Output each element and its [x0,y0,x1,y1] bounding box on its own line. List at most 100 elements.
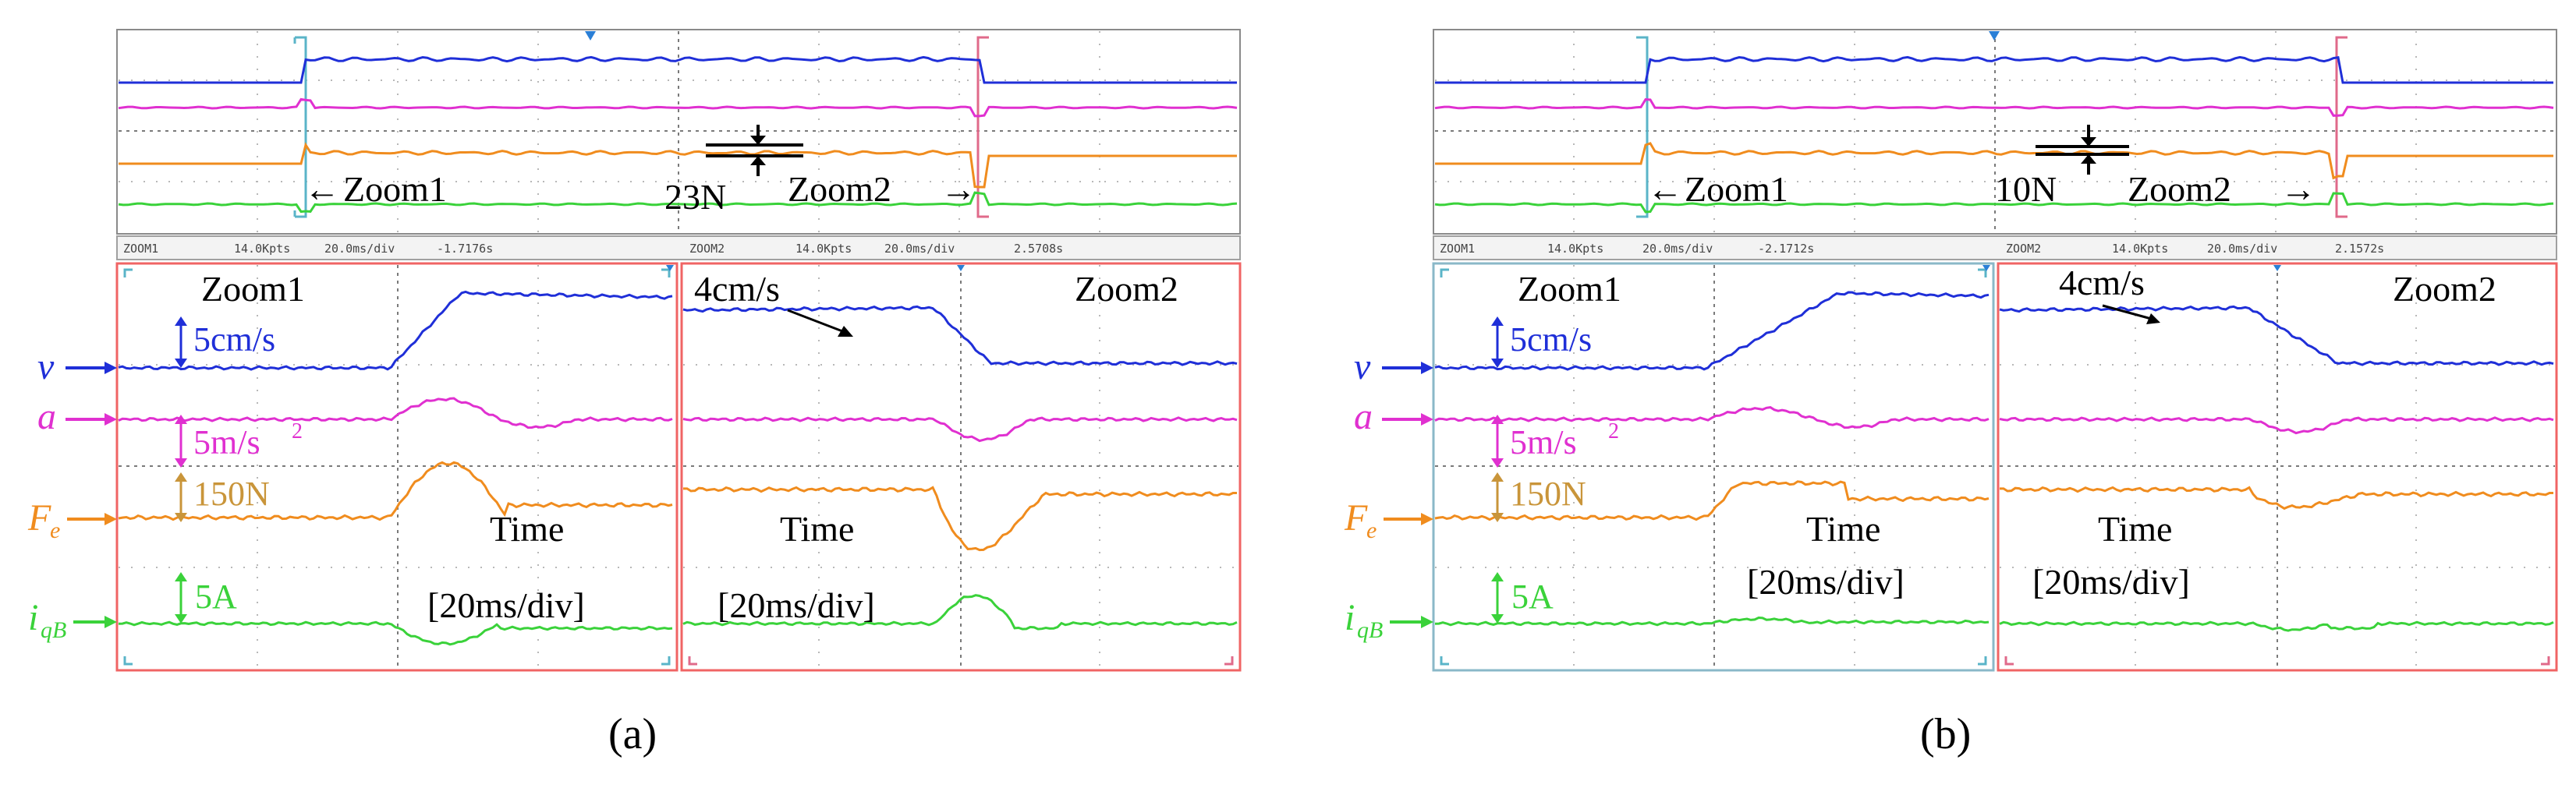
ripple-value: 23N [664,177,726,217]
zoom2-trace-a [682,416,1238,443]
zoom1-header-time: -2.1712s [1758,242,1814,256]
speed-arrow-line [787,309,849,335]
zoom1-title: Zoom1 [1518,269,1621,309]
zoom1-trace-v [1434,291,1990,371]
overview-zoom1-arrow: ← [1647,169,1683,209]
scale-F: 150N [1510,475,1586,513]
ripple-arrow-top [750,136,766,145]
zoom2-trace-v [1999,305,2554,366]
overview-trace-v [1435,55,2553,84]
zoom2-bracket [976,36,989,218]
overview-zoom2-arrow: → [941,169,976,209]
overview-trace-a [118,97,1238,118]
overview-trace-F [119,142,1237,189]
zoom1-header-time: -1.7176s [437,242,493,256]
overview-a: ← Zoom1 23N Zoom2 → [116,29,1241,235]
zoom2-header-name: ZOOM2 [689,242,725,256]
overview-trace-i [118,191,1238,214]
channel-labels-a: v a F e i qB [27,346,117,643]
channel-label-i: i [28,597,38,638]
overview-trace-i [1434,192,2554,214]
zoom1-trace-F [1434,480,1990,521]
scale-v: 5cm/s [193,320,275,359]
overview-trace-a [1434,98,2554,117]
channel-label-F-sub: e [1366,518,1377,543]
zoom2-box-b: 4cm/s Zoom2 Time [20ms/div] [1997,262,2558,672]
zoom2-header-div: 20.0ms/div [884,242,955,256]
overview-trace-F [1435,142,2553,180]
zoom2-header-name: ZOOM2 [2006,242,2041,256]
zoom1-header-div: 20.0ms/div [324,242,395,256]
channel-label-i-sub: qB [41,617,66,643]
overview-trace-v [119,55,1237,84]
zoom2-header-div: 20.0ms/div [2207,242,2277,256]
zoom2-header-pts: 14.0Kpts [2112,242,2168,256]
zoom-header-b: ZOOM1 14.0Kpts 20.0ms/div -2.1712s ZOOM2… [1433,235,2557,260]
ripple-value: 10N [1995,169,2057,209]
channel-label-a: a [37,396,56,437]
zoom1-header-div: 20.0ms/div [1642,242,1713,256]
zoom1-header-name: ZOOM1 [123,242,158,256]
zoom1-time-line2: [20ms/div] [427,585,585,625]
scale-v: 5cm/s [1510,320,1592,359]
zoom1-trace-F [118,461,673,521]
zoom2-header-time: 2.5708s [1014,242,1063,256]
scale-a-exp: 2 [292,419,303,443]
channel-label-v: v [37,346,55,387]
zoom1-time-line1: Time [1806,509,1880,549]
ripple-arrow-bottom [750,156,766,165]
panel-b: ← Zoom1 10N Zoom2 → ZOOM1 14.0Kpts 20.0m… [1344,29,2558,758]
channel-labels-b: v a F e i qB [1344,346,1433,643]
zoom1-box-b: Zoom1 Time [20ms/div] [1432,262,1995,672]
overview-zoom2-arrow: → [2280,169,2316,209]
zoom2-box-a: 4cm/s Zoom2 Time [20ms/div] [680,262,1242,672]
zoom2-header-time: 2.1572s [2335,242,2384,256]
zoom2-header-pts: 14.0Kpts [795,242,852,256]
zoom2-time-line1: Time [2098,509,2172,549]
scale-a: 5m/s [193,423,260,461]
zoom2-trace-a [1999,416,2554,435]
trigger-marker [585,31,596,41]
overview-grid [119,31,1238,232]
zoom1-time-line2: [20ms/div] [1747,562,1905,602]
zoom2-time-line1: Time [780,509,854,549]
zoom2-trace-i [1999,620,2554,632]
scale-a-exp: 2 [1608,419,1619,443]
overview-zoom1-label: Zoom1 [343,169,447,209]
channel-label-v: v [1354,346,1371,387]
zoom1-title: Zoom1 [201,269,305,309]
zoom2-time-line2: [20ms/div] [2032,562,2190,602]
zoom1-header-pts: 14.0Kpts [1547,242,1603,256]
zoom1-bracket [293,36,307,218]
zoom2-trace-v [682,305,1238,366]
channel-label-a: a [1354,396,1373,437]
overview-zoom2-label: Zoom2 [2128,169,2231,209]
zoom1-trace-i [118,620,673,646]
panel-a: ← Zoom1 23N Zoom2 → ZOOM1 14.0Kpts 20.0m… [27,29,1242,758]
zoom1-header-name: ZOOM1 [1440,242,1475,256]
zoom1-header-pts: 14.0Kpts [234,242,290,256]
channel-label-F: F [1344,497,1368,539]
channel-label-F: F [27,497,51,539]
zoom1-trace-v [118,290,673,371]
overview-zoom2-label: Zoom2 [788,169,891,209]
zoom2-speed-label: 4cm/s [2059,263,2145,302]
scale-indicators-b: 5cm/s 5m/s 2 150N 5A [1491,316,1619,624]
channel-label-i: i [1345,597,1355,638]
zoom2-time-line2: [20ms/div] [718,585,875,625]
overview-zoom1-arrow: ← [304,169,340,209]
scale-a: 5m/s [1510,423,1577,461]
channel-label-i-sub: qB [1357,617,1383,643]
zoom1-trace-i [1434,616,1990,627]
channel-label-F-sub: e [50,518,60,543]
scale-indicators-a: 5cm/s 5m/s 2 150N 5A [175,316,303,624]
zoom2-title: Zoom2 [1075,269,1178,309]
zoom2-title: Zoom2 [2393,269,2496,309]
speed-arrow-head [838,326,853,337]
scale-F: 150N [193,475,270,513]
zoom2-trace-F [2000,486,2553,511]
zoom1-box-a: Zoom1 Time [20ms/div] [115,262,679,672]
panel-label-b: (b) [1920,710,1971,758]
zoom1-time-line1: Time [490,509,564,549]
